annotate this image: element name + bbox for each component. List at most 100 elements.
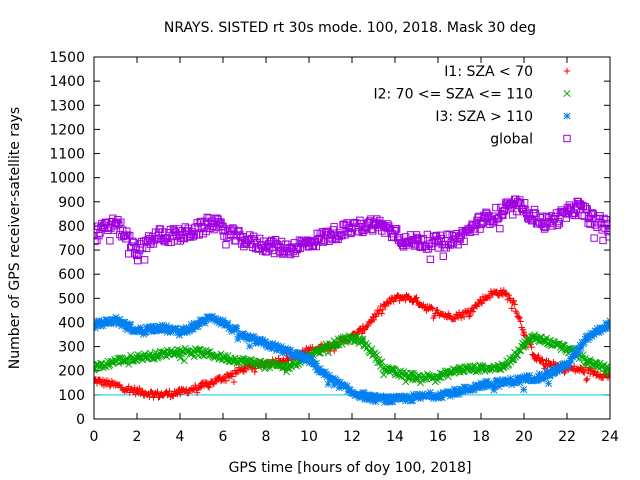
data-point (177, 390, 184, 398)
data-point (510, 297, 517, 305)
data-point (581, 203, 589, 211)
data-point (580, 212, 588, 220)
data-point (112, 313, 120, 322)
data-point (534, 354, 541, 361)
data-point (541, 223, 550, 232)
x-tick-label: 24 (601, 429, 619, 445)
data-point (511, 301, 518, 308)
data-point (486, 294, 494, 301)
series-3 (94, 312, 610, 407)
data-point (436, 390, 444, 398)
data-point (321, 368, 329, 376)
data-point (222, 241, 230, 249)
data-point (478, 383, 486, 391)
data-point (402, 296, 409, 304)
data-point (579, 351, 587, 359)
data-point (221, 351, 229, 360)
data-point (200, 317, 208, 325)
data-point (581, 335, 589, 343)
data-point (553, 221, 562, 229)
data-point (373, 351, 381, 359)
data-point (140, 256, 149, 264)
x-tick-label: 8 (262, 429, 271, 445)
data-point (155, 326, 164, 334)
x-tick-label: 14 (386, 429, 404, 445)
data-point (485, 379, 493, 387)
data-point (432, 310, 439, 317)
data-point (139, 327, 147, 335)
data-point (338, 340, 346, 348)
data-point (520, 199, 529, 207)
data-point (449, 239, 457, 248)
x-axis-title: GPS time [hours of doy 100, 2018] (229, 460, 472, 476)
data-point (158, 321, 167, 329)
data-point (447, 388, 455, 396)
data-point (435, 392, 443, 400)
data-point (369, 397, 377, 405)
data-point (429, 305, 436, 312)
data-point (344, 387, 352, 395)
data-point (513, 309, 520, 317)
data-point (312, 242, 320, 251)
data-point (568, 353, 576, 361)
data-point (428, 304, 435, 311)
data-point (364, 322, 372, 330)
data-point (434, 394, 442, 402)
data-point (179, 325, 187, 333)
data-point (565, 201, 574, 209)
data-point (412, 231, 421, 239)
data-point (224, 319, 232, 327)
data-point (581, 369, 588, 377)
data-point (136, 354, 144, 362)
x-axis: 0 2 4 6 8 10 12 14 16 18 20 22 24 (90, 57, 619, 445)
data-point (337, 231, 345, 239)
data-point (494, 376, 502, 384)
data-point (521, 373, 529, 381)
data-point (603, 325, 610, 333)
y-tick-label: 300 (58, 340, 85, 356)
data-point (212, 378, 220, 386)
data-point (390, 298, 397, 305)
data-point (580, 338, 588, 346)
data-point (531, 209, 540, 218)
data-point (250, 357, 258, 365)
data-point (194, 389, 201, 396)
y-tick-label: 1400 (49, 74, 85, 90)
data-point (251, 334, 259, 342)
chart-title: NRAYS. SISTED rt 30s mode. 100, 2018. Ma… (164, 20, 536, 36)
data-point (205, 351, 213, 360)
data-point (602, 319, 610, 327)
data-point (426, 255, 435, 264)
legend-label: I1: SZA < 70 (444, 64, 533, 80)
data-point (450, 385, 458, 393)
data-point (329, 374, 337, 382)
data-point (605, 320, 610, 328)
data-point (522, 377, 530, 385)
data-point (438, 393, 446, 402)
data-point (544, 380, 553, 388)
data-point (547, 365, 556, 373)
data-point (604, 365, 610, 373)
data-point (354, 390, 362, 398)
data-point (142, 244, 151, 253)
y-axis: 0 100 200 300 400 500 600 700 800 900 1000 1100 1200… (49, 50, 610, 428)
data-point (149, 322, 158, 330)
data-point (277, 345, 285, 354)
data-point (172, 325, 180, 333)
data-point (217, 350, 225, 358)
data-point (370, 316, 378, 324)
data-point (146, 393, 153, 400)
y-tick-label: 400 (58, 315, 85, 331)
data-point (466, 311, 474, 319)
data-point (251, 236, 259, 245)
x-tick-label: 0 (90, 429, 99, 445)
data-point (226, 323, 234, 331)
data-point (567, 357, 575, 365)
data-point (94, 236, 101, 244)
data-point (115, 220, 123, 229)
x-tick-label: 22 (558, 429, 576, 445)
data-point (156, 225, 165, 234)
data-point (197, 217, 205, 226)
data-point (577, 343, 585, 352)
data-point (217, 320, 225, 328)
